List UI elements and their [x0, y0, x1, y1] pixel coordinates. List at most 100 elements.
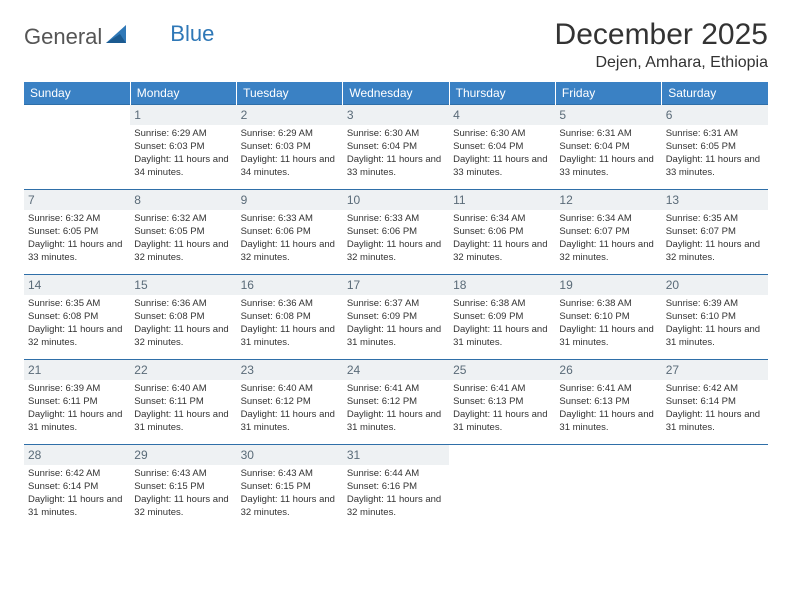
- calendar-table: SundayMondayTuesdayWednesdayThursdayFrid…: [24, 82, 768, 530]
- day-number: 31: [343, 445, 449, 465]
- title-block: December 2025 Dejen, Amhara, Ethiopia: [555, 18, 768, 72]
- sunrise-line: Sunrise: 6:42 AM: [28, 468, 126, 481]
- day-number: 18: [449, 275, 555, 295]
- sunset-line: Sunset: 6:10 PM: [559, 311, 657, 324]
- sunrise-line: Sunrise: 6:43 AM: [241, 468, 339, 481]
- day-cell: [555, 445, 661, 530]
- day-number: 20: [662, 275, 768, 295]
- day-cell: 1Sunrise: 6:29 AMSunset: 6:03 PMDaylight…: [130, 105, 236, 190]
- sunrise-line: Sunrise: 6:35 AM: [28, 298, 126, 311]
- day-number: 15: [130, 275, 236, 295]
- sunrise-line: Sunrise: 6:39 AM: [666, 298, 764, 311]
- sunset-line: Sunset: 6:09 PM: [453, 311, 551, 324]
- day-number: 10: [343, 190, 449, 210]
- sunset-line: Sunset: 6:03 PM: [134, 141, 232, 154]
- day-number: 30: [237, 445, 343, 465]
- sunset-line: Sunset: 6:13 PM: [453, 396, 551, 409]
- day-cell: 15Sunrise: 6:36 AMSunset: 6:08 PMDayligh…: [130, 275, 236, 360]
- day-cell: [449, 445, 555, 530]
- week-row: 14Sunrise: 6:35 AMSunset: 6:08 PMDayligh…: [24, 275, 768, 360]
- daylight-line: Daylight: 11 hours and 32 minutes.: [134, 239, 232, 265]
- day-cell: 25Sunrise: 6:41 AMSunset: 6:13 PMDayligh…: [449, 360, 555, 445]
- daylight-line: Daylight: 11 hours and 33 minutes.: [453, 154, 551, 180]
- daylight-line: Daylight: 11 hours and 31 minutes.: [347, 409, 445, 435]
- sunrise-line: Sunrise: 6:44 AM: [347, 468, 445, 481]
- sunset-line: Sunset: 6:11 PM: [134, 396, 232, 409]
- daylight-line: Daylight: 11 hours and 32 minutes.: [453, 239, 551, 265]
- daylight-line: Daylight: 11 hours and 31 minutes.: [241, 409, 339, 435]
- sunset-line: Sunset: 6:06 PM: [347, 226, 445, 239]
- day-number: 7: [24, 190, 130, 210]
- brand-part2: Blue: [170, 21, 214, 47]
- dow-header: Saturday: [662, 82, 768, 105]
- daylight-line: Daylight: 11 hours and 31 minutes.: [453, 409, 551, 435]
- day-cell: 10 Sunrise: 6:33 AMSunset: 6:06 PMDayligh…: [343, 190, 449, 275]
- sunrise-line: Sunrise: 6:35 AM: [666, 213, 764, 226]
- sunrise-line: Sunrise: 6:29 AM: [241, 128, 339, 141]
- day-cell: 5Sunrise: 6:31 AMSunset: 6:04 PMDaylight…: [555, 105, 661, 190]
- sunset-line: Sunset: 6:04 PM: [559, 141, 657, 154]
- day-number: 23: [237, 360, 343, 380]
- daylight-line: Daylight: 11 hours and 32 minutes.: [347, 239, 445, 265]
- calendar-head: SundayMondayTuesdayWednesdayThursdayFrid…: [24, 82, 768, 105]
- day-cell: 9Sunrise: 6:33 AMSunset: 6:06 PMDaylight…: [237, 190, 343, 275]
- sunrise-line: Sunrise: 6:32 AM: [134, 213, 232, 226]
- sunset-line: Sunset: 6:15 PM: [241, 481, 339, 494]
- daylight-line: Daylight: 11 hours and 31 minutes.: [559, 324, 657, 350]
- daylight-line: Daylight: 11 hours and 32 minutes.: [134, 324, 232, 350]
- day-number: 6: [662, 105, 768, 125]
- sunset-line: Sunset: 6:14 PM: [28, 481, 126, 494]
- day-cell: 27Sunrise: 6:42 AMSunset: 6:14 PMDayligh…: [662, 360, 768, 445]
- sunrise-line: Sunrise: 6:43 AM: [134, 468, 232, 481]
- day-cell: 24Sunrise: 6:41 AMSunset: 6:12 PMDayligh…: [343, 360, 449, 445]
- dow-header: Wednesday: [343, 82, 449, 105]
- day-number: 1: [130, 105, 236, 125]
- day-number: 21: [24, 360, 130, 380]
- sunset-line: Sunset: 6:16 PM: [347, 481, 445, 494]
- day-cell: 18Sunrise: 6:38 AMSunset: 6:09 PMDayligh…: [449, 275, 555, 360]
- sunrise-line: Sunrise: 6:30 AM: [347, 128, 445, 141]
- sunrise-line: Sunrise: 6:36 AM: [241, 298, 339, 311]
- day-cell: 2Sunrise: 6:29 AMSunset: 6:03 PMDaylight…: [237, 105, 343, 190]
- week-row: 21Sunrise: 6:39 AMSunset: 6:11 PMDayligh…: [24, 360, 768, 445]
- dow-header: Monday: [130, 82, 236, 105]
- daylight-line: Daylight: 11 hours and 31 minutes.: [28, 409, 126, 435]
- sunset-line: Sunset: 6:04 PM: [453, 141, 551, 154]
- day-number: 11: [449, 190, 555, 210]
- day-number: 27: [662, 360, 768, 380]
- day-number: 19: [555, 275, 661, 295]
- day-cell: 8 Sunrise: 6:32 AMSunset: 6:05 PMDaylight…: [130, 190, 236, 275]
- sunset-line: Sunset: 6:08 PM: [241, 311, 339, 324]
- sunset-line: Sunset: 6:08 PM: [28, 311, 126, 324]
- daylight-line: Daylight: 11 hours and 32 minutes.: [28, 324, 126, 350]
- day-number: 28: [24, 445, 130, 465]
- sunrise-line: Sunrise: 6:34 AM: [453, 213, 551, 226]
- day-cell: 20Sunrise: 6:39 AMSunset: 6:10 PMDayligh…: [662, 275, 768, 360]
- sunset-line: Sunset: 6:14 PM: [666, 396, 764, 409]
- dow-header: Thursday: [449, 82, 555, 105]
- sunset-line: Sunset: 6:07 PM: [666, 226, 764, 239]
- daylight-line: Daylight: 11 hours and 31 minutes.: [28, 494, 126, 520]
- dow-header: Tuesday: [237, 82, 343, 105]
- daylight-line: Daylight: 11 hours and 34 minutes.: [134, 154, 232, 180]
- calendar-body: 1Sunrise: 6:29 AMSunset: 6:03 PMDaylight…: [24, 105, 768, 530]
- sunset-line: Sunset: 6:06 PM: [453, 226, 551, 239]
- sunset-line: Sunset: 6:08 PM: [134, 311, 232, 324]
- day-cell: [662, 445, 768, 530]
- day-cell: 13Sunrise: 6:35 AMSunset: 6:07 PMDayligh…: [662, 190, 768, 275]
- sunrise-line: Sunrise: 6:32 AM: [28, 213, 126, 226]
- sunset-line: Sunset: 6:05 PM: [666, 141, 764, 154]
- sunrise-line: Sunrise: 6:41 AM: [347, 383, 445, 396]
- sunset-line: Sunset: 6:05 PM: [134, 226, 232, 239]
- sunrise-line: Sunrise: 6:38 AM: [453, 298, 551, 311]
- day-number: 8: [130, 190, 236, 210]
- day-cell: 29Sunrise: 6:43 AMSunset: 6:15 PMDayligh…: [130, 445, 236, 530]
- day-cell: 4Sunrise: 6:30 AMSunset: 6:04 PMDaylight…: [449, 105, 555, 190]
- day-cell: 22Sunrise: 6:40 AMSunset: 6:11 PMDayligh…: [130, 360, 236, 445]
- daylight-line: Daylight: 11 hours and 32 minutes.: [559, 239, 657, 265]
- sunrise-line: Sunrise: 6:33 AM: [347, 213, 445, 226]
- week-row: 7Sunrise: 6:32 AMSunset: 6:05 PMDaylight…: [24, 190, 768, 275]
- week-row: 28 Sunrise: 6:42 AMSunset: 6:14 PMDayligh…: [24, 445, 768, 530]
- day-cell: 28 Sunrise: 6:42 AMSunset: 6:14 PMDayligh…: [24, 445, 130, 530]
- sunrise-line: Sunrise: 6:33 AM: [241, 213, 339, 226]
